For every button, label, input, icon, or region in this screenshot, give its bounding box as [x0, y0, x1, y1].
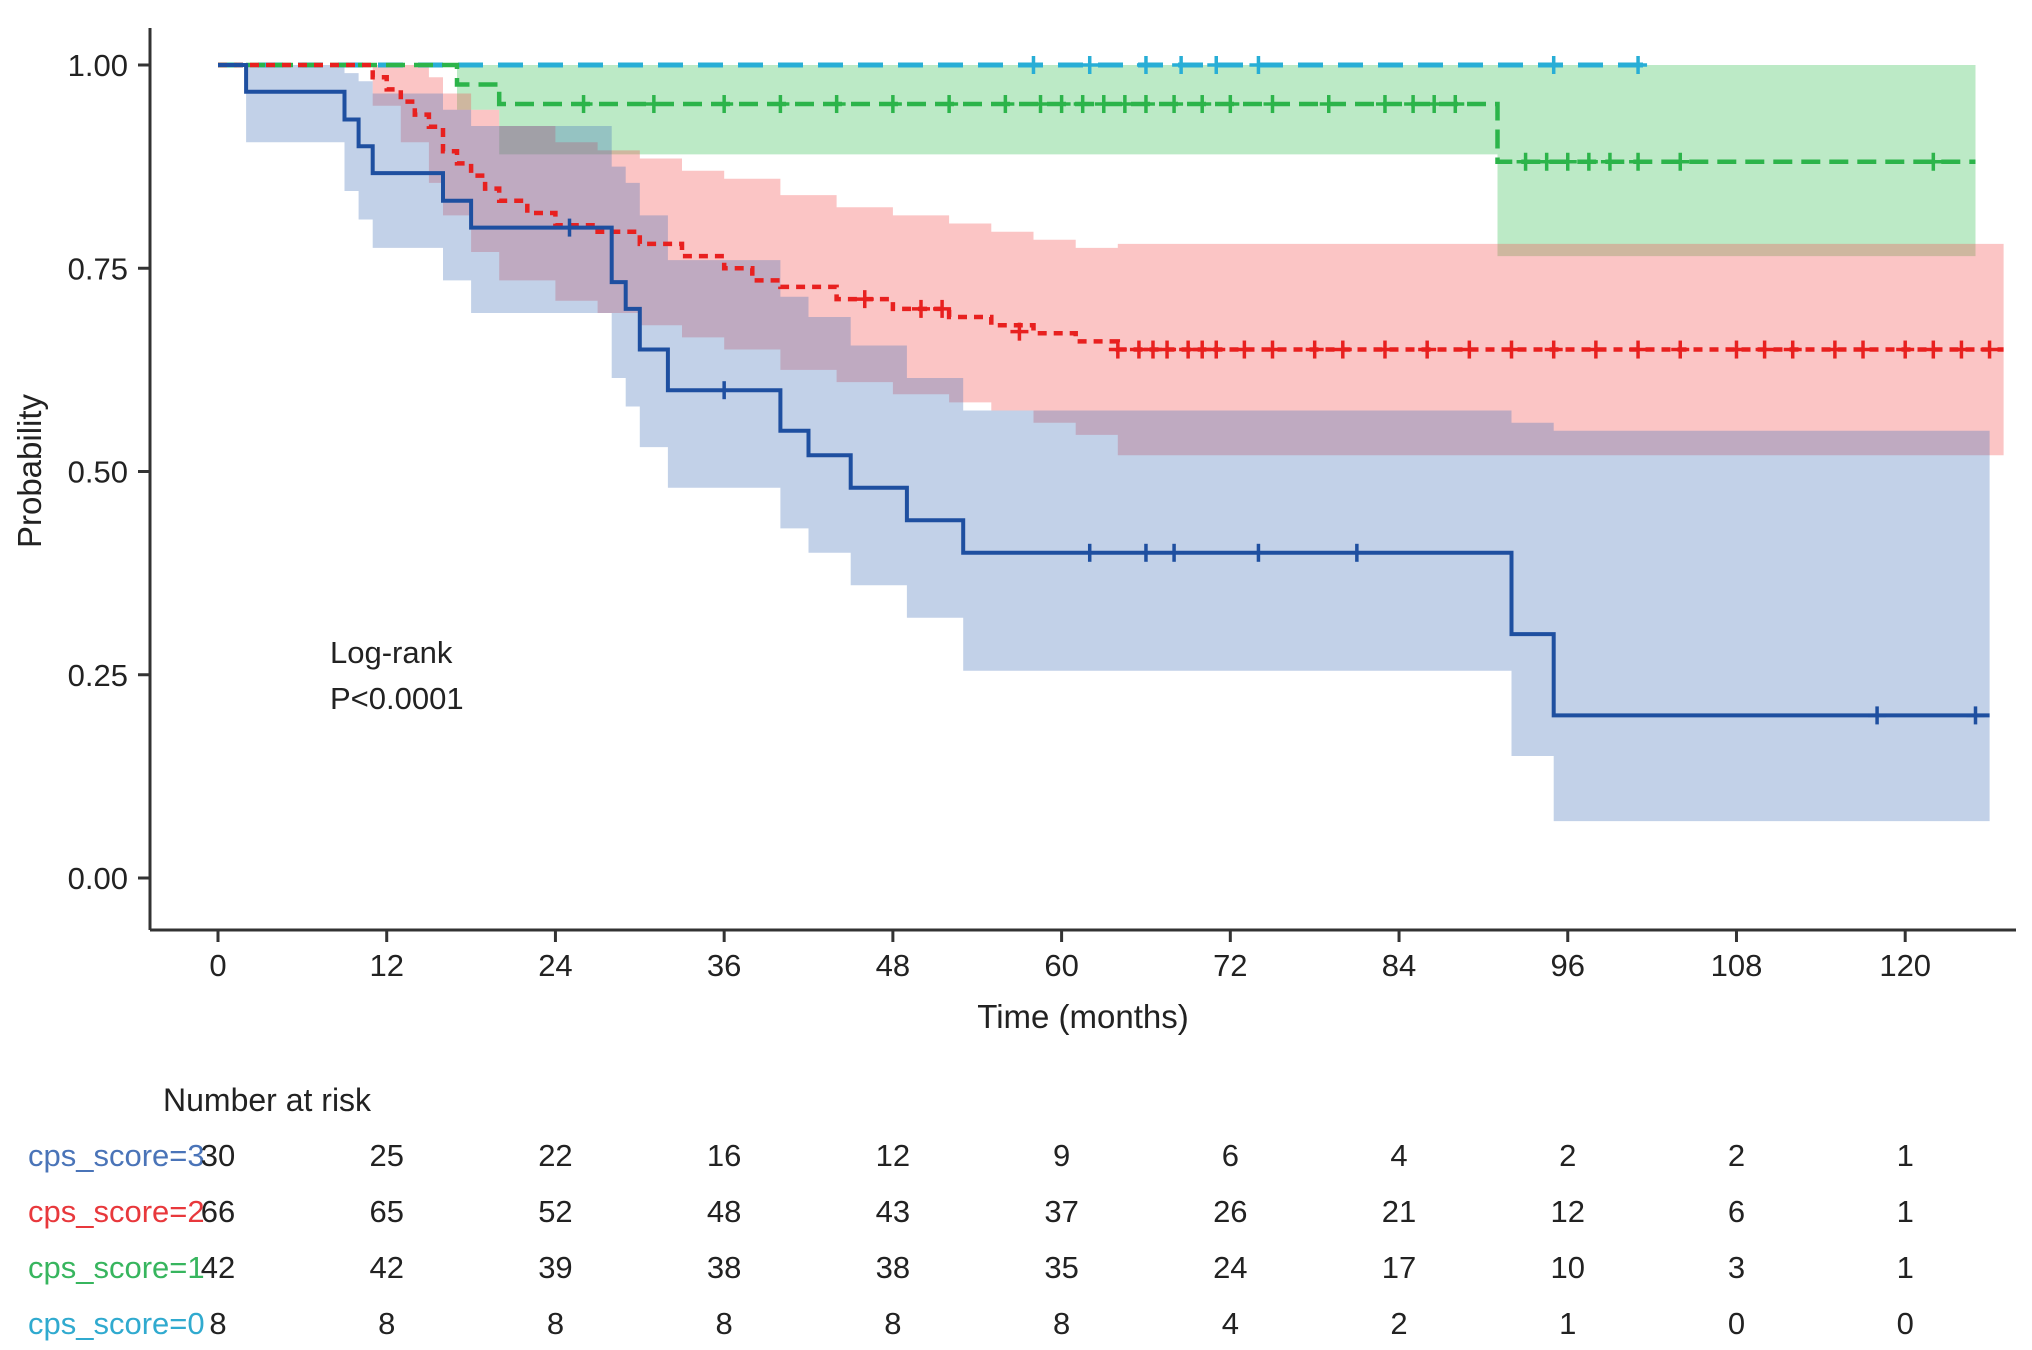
- km-plot-canvas: 0 12 24 36 48 60 72 84 96 108 120 0.00 0.25 0.50 0.75 1…: [68, 28, 2016, 983]
- x-tick-label: 12: [369, 948, 403, 983]
- risk-count: 52: [538, 1194, 573, 1229]
- risk-count: 24: [1213, 1250, 1248, 1285]
- risk-count: 26: [1213, 1194, 1248, 1229]
- risk-count: 12: [1550, 1194, 1585, 1229]
- risk-count: 25: [369, 1138, 404, 1173]
- risk-count: 1: [1896, 1250, 1914, 1285]
- cps_score=1-survival-curve: [218, 62, 1976, 164]
- risk-row-label: cps_score=3: [28, 1138, 205, 1173]
- risk-count: 2: [1390, 1306, 1408, 1341]
- risk-count: 2: [1727, 1138, 1746, 1173]
- cps_score=1-confidence-band: [218, 65, 1976, 257]
- cps_score=1-censor-marks: [574, 95, 1943, 171]
- risk-table-title: Number at risk: [163, 1082, 372, 1118]
- risk-row-label: cps_score=0: [28, 1306, 205, 1341]
- risk-count: 37: [1044, 1194, 1079, 1229]
- x-tick-label: 48: [876, 948, 910, 983]
- risk-count: 1: [1559, 1306, 1577, 1341]
- risk-count: 38: [875, 1250, 911, 1285]
- risk-count: 0: [1896, 1306, 1914, 1341]
- risk-row-cps_score=2: cps_score=2 66 65 52 48 43 37 26 21 12 6 1: [0, 1194, 2032, 1238]
- risk-count: 8: [546, 1306, 565, 1341]
- cps_score=3-censor-marks: [560, 218, 1985, 725]
- risk-count: 6: [1221, 1138, 1239, 1173]
- risk-count: 9: [1052, 1138, 1071, 1173]
- risk-row-cps_score=1: cps_score=1 42 42 39 38 38 35 24 17 10 3 1: [0, 1250, 2032, 1294]
- risk-count: 8: [378, 1306, 396, 1341]
- risk-row-cps_score=0: cps_score=0 8 8 8 8 8 8 4 2 1 0 0: [0, 1306, 2032, 1350]
- x-tick-label: 0: [209, 948, 226, 983]
- risk-count: 6: [1727, 1194, 1746, 1229]
- p-value-label: P<0.0001: [330, 681, 464, 716]
- risk-count: 48: [706, 1194, 742, 1229]
- x-tick-label: 24: [538, 948, 572, 983]
- risk-count: 8: [884, 1306, 902, 1341]
- risk-count: 66: [200, 1194, 236, 1229]
- risk-count: 8: [1052, 1306, 1071, 1341]
- risk-count: 2: [1559, 1138, 1577, 1173]
- y-tick-label: 0.00: [68, 861, 128, 896]
- x-tick-label: 60: [1044, 948, 1078, 983]
- risk-count: 1: [1896, 1138, 1914, 1173]
- x-tick-label: 36: [707, 948, 741, 983]
- risk-count: 4: [1390, 1138, 1408, 1173]
- risk-count: 43: [875, 1194, 911, 1229]
- risk-count: 39: [538, 1250, 573, 1285]
- y-tick-label: 0.50: [68, 455, 128, 490]
- y-axis-title: Probability: [11, 393, 48, 549]
- risk-count: 17: [1381, 1250, 1417, 1285]
- risk-count: 42: [200, 1250, 236, 1285]
- x-tick-label: 72: [1213, 948, 1247, 983]
- cps_score=0-censor-marks: [1024, 56, 1648, 74]
- x-tick-label: 120: [1879, 948, 1931, 983]
- risk-count: 42: [369, 1250, 404, 1285]
- x-tick-label: 108: [1711, 948, 1763, 983]
- risk-count: 16: [706, 1138, 742, 1173]
- risk-count: 8: [715, 1306, 733, 1341]
- risk-count: 35: [1044, 1250, 1079, 1285]
- risk-count: 8: [209, 1306, 227, 1341]
- cps_score=2-censor-marks: [855, 290, 1999, 359]
- x-tick-label: 96: [1551, 948, 1585, 983]
- cps_score=3-survival-curve: [218, 63, 1990, 718]
- cps_score=2-confidence-band: [218, 65, 2004, 456]
- risk-count: 65: [369, 1194, 404, 1229]
- x-axis-title: Time (months): [977, 998, 1189, 1035]
- risk-count: 12: [875, 1138, 911, 1173]
- risk-count: 1: [1896, 1194, 1914, 1229]
- risk-count: 38: [706, 1250, 742, 1285]
- y-tick-label: 1.00: [68, 48, 128, 83]
- cps_score=3-confidence-band: [218, 65, 1990, 822]
- log-rank-label: Log-rank: [330, 635, 453, 670]
- risk-count: 22: [538, 1138, 573, 1173]
- y-tick-label: 0.75: [68, 251, 128, 286]
- risk-count: 4: [1221, 1306, 1239, 1341]
- log-rank-annotation: Log-rank P<0.0001: [330, 630, 464, 722]
- risk-count: 3: [1727, 1250, 1746, 1285]
- risk-count: 0: [1727, 1306, 1746, 1341]
- risk-count: 21: [1381, 1194, 1417, 1229]
- risk-row-cps_score=3: cps_score=3 30 25 22 16 12 9 6 4 2 2 1: [0, 1138, 2032, 1182]
- x-tick-label: 84: [1382, 948, 1416, 983]
- risk-count: 10: [1550, 1250, 1585, 1285]
- y-tick-label: 0.25: [68, 658, 128, 693]
- risk-row-label: cps_score=1: [28, 1250, 205, 1285]
- risk-count: 30: [200, 1138, 236, 1173]
- risk-row-label: cps_score=2: [28, 1194, 205, 1229]
